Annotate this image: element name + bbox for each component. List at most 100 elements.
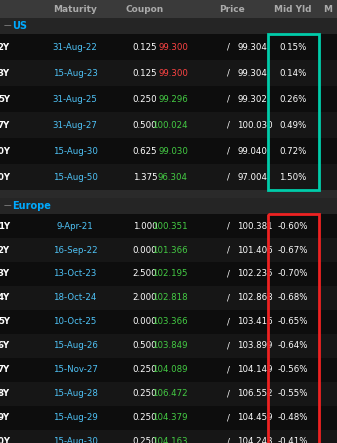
Text: 4Y: 4Y: [0, 294, 10, 303]
Text: 0.500: 0.500: [133, 342, 157, 350]
Text: 3Y: 3Y: [0, 69, 10, 78]
Text: 99.300: 99.300: [158, 69, 188, 78]
Text: 0.14%: 0.14%: [279, 69, 307, 78]
Bar: [0, 60, 337, 86]
Text: 6Y: 6Y: [0, 342, 10, 350]
Text: -0.48%: -0.48%: [278, 413, 308, 423]
Text: 100.351: 100.351: [152, 222, 188, 230]
Text: 100.024: 100.024: [152, 120, 188, 129]
Text: 103.849: 103.849: [153, 342, 188, 350]
Text: 99.304: 99.304: [237, 43, 267, 51]
Text: 103.366: 103.366: [152, 318, 188, 326]
Bar: [0, 34, 337, 60]
Text: 9-Apr-21: 9-Apr-21: [57, 222, 93, 230]
Text: /: /: [226, 294, 229, 303]
Bar: [0, 198, 337, 214]
Bar: [0, 310, 337, 334]
Text: /: /: [226, 413, 229, 423]
Text: 0.000: 0.000: [133, 245, 157, 254]
Bar: [0, 18, 337, 34]
Text: 0.625: 0.625: [133, 147, 157, 155]
Text: 15-Aug-29: 15-Aug-29: [53, 413, 97, 423]
Text: /: /: [226, 172, 229, 182]
Text: 10Y: 10Y: [0, 147, 10, 155]
Text: -0.68%: -0.68%: [278, 294, 308, 303]
Text: 103.899: 103.899: [237, 342, 272, 350]
Text: /: /: [226, 147, 229, 155]
Text: Price: Price: [220, 4, 245, 13]
Text: 3Y: 3Y: [0, 269, 10, 279]
Text: -0.55%: -0.55%: [278, 389, 308, 399]
Text: /: /: [226, 69, 229, 78]
Text: /: /: [226, 365, 229, 374]
Text: 0.250: 0.250: [133, 94, 157, 104]
Text: 31-Aug-27: 31-Aug-27: [53, 120, 97, 129]
Text: 97.004: 97.004: [237, 172, 267, 182]
Text: 0.500: 0.500: [133, 120, 157, 129]
Text: /: /: [226, 269, 229, 279]
Bar: [0, 112, 337, 138]
Text: 99.040: 99.040: [237, 147, 267, 155]
Text: 15-Aug-30: 15-Aug-30: [53, 147, 97, 155]
Text: /: /: [226, 222, 229, 230]
Text: 7Y: 7Y: [0, 120, 10, 129]
Text: /: /: [226, 438, 229, 443]
Text: 99.296: 99.296: [158, 94, 188, 104]
Bar: [0, 164, 337, 190]
Text: -0.56%: -0.56%: [278, 365, 308, 374]
Text: 96.304: 96.304: [158, 172, 188, 182]
Text: 30Y: 30Y: [0, 172, 10, 182]
Text: —: —: [4, 22, 11, 31]
Text: 15-Nov-27: 15-Nov-27: [53, 365, 97, 374]
Text: 101.406: 101.406: [237, 245, 273, 254]
Text: 0.125: 0.125: [133, 69, 157, 78]
Text: 99.304: 99.304: [237, 69, 267, 78]
Text: 15-Aug-30: 15-Aug-30: [53, 438, 97, 443]
Text: 10-Oct-25: 10-Oct-25: [53, 318, 97, 326]
Bar: [0, 358, 337, 382]
Text: 2.500: 2.500: [133, 269, 157, 279]
Text: 103.416: 103.416: [237, 318, 273, 326]
Text: 15-Aug-28: 15-Aug-28: [53, 389, 97, 399]
Text: 0.250: 0.250: [133, 413, 157, 423]
Text: 15-Aug-50: 15-Aug-50: [53, 172, 97, 182]
Text: 104.379: 104.379: [153, 413, 188, 423]
Text: 100.030: 100.030: [237, 120, 273, 129]
Text: 99.030: 99.030: [158, 147, 188, 155]
Text: /: /: [226, 342, 229, 350]
Text: 9Y: 9Y: [0, 413, 10, 423]
Text: 1.375: 1.375: [133, 172, 157, 182]
Text: Coupon: Coupon: [126, 4, 164, 13]
Text: /: /: [226, 318, 229, 326]
Bar: [0, 138, 337, 164]
Text: 106.472: 106.472: [152, 389, 188, 399]
Text: 104.149: 104.149: [237, 365, 273, 374]
Bar: [0, 0, 337, 18]
Text: -0.60%: -0.60%: [278, 222, 308, 230]
Text: 0.250: 0.250: [133, 438, 157, 443]
Bar: [0, 214, 337, 238]
Text: 102.868: 102.868: [237, 294, 273, 303]
Text: 102.235: 102.235: [237, 269, 273, 279]
Text: 104.459: 104.459: [237, 413, 273, 423]
Text: 0.250: 0.250: [133, 389, 157, 399]
Bar: [0, 430, 337, 443]
Text: 1.000: 1.000: [133, 222, 157, 230]
Text: 0.15%: 0.15%: [279, 43, 307, 51]
Text: 100.381: 100.381: [237, 222, 273, 230]
Text: 18-Oct-24: 18-Oct-24: [53, 294, 97, 303]
Text: 99.302: 99.302: [237, 94, 267, 104]
Text: 0.125: 0.125: [133, 43, 157, 51]
Text: /: /: [226, 120, 229, 129]
Text: 5Y: 5Y: [0, 94, 10, 104]
Text: 13-Oct-23: 13-Oct-23: [53, 269, 97, 279]
Text: 2Y: 2Y: [0, 43, 10, 51]
Text: 106.552: 106.552: [237, 389, 273, 399]
Bar: [0, 190, 337, 198]
Text: 2Y: 2Y: [0, 245, 10, 254]
Bar: [0, 262, 337, 286]
Text: -0.64%: -0.64%: [278, 342, 308, 350]
Text: -0.41%: -0.41%: [278, 438, 308, 443]
Text: Europe: Europe: [12, 201, 51, 211]
Text: 0.000: 0.000: [133, 318, 157, 326]
